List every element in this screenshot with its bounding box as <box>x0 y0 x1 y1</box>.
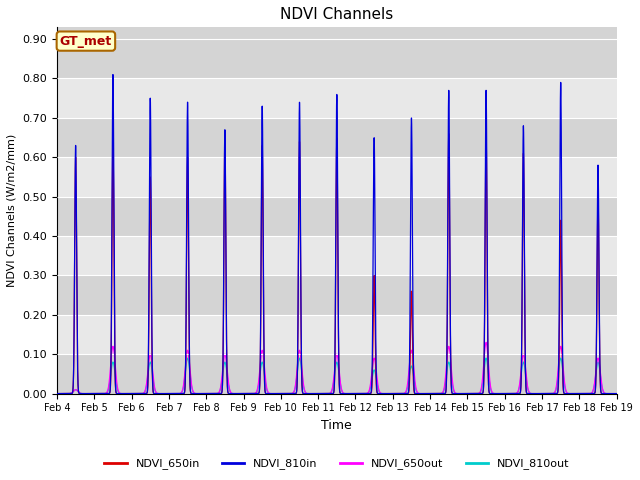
Bar <box>57 315 617 354</box>
X-axis label: Time: Time <box>321 419 352 432</box>
Bar <box>57 236 617 276</box>
Bar <box>57 79 617 118</box>
Text: GT_met: GT_met <box>60 35 112 48</box>
Y-axis label: NDVI Channels (W/m2/mm): NDVI Channels (W/m2/mm) <box>7 134 17 287</box>
Legend: NDVI_650in, NDVI_810in, NDVI_650out, NDVI_810out: NDVI_650in, NDVI_810in, NDVI_650out, NDV… <box>100 454 573 474</box>
Title: NDVI Channels: NDVI Channels <box>280 7 394 22</box>
Bar <box>57 157 617 197</box>
